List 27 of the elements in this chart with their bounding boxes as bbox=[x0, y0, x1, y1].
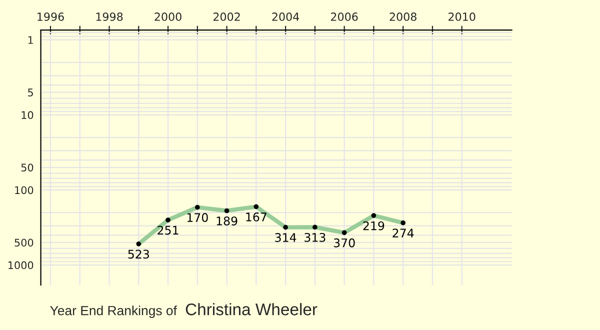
data-label: 167 bbox=[246, 212, 266, 222]
y-tick-label: 1000 bbox=[8, 261, 34, 270]
text: Year End Rankings of bbox=[50, 306, 177, 318]
y-tick-label: 5 bbox=[28, 88, 33, 96]
x-tick-label: 2000 bbox=[154, 12, 182, 21]
data-label: 274 bbox=[392, 228, 414, 238]
x-tick-label: 2008 bbox=[390, 12, 416, 21]
data-label: 370 bbox=[334, 238, 355, 248]
x-tick-label: 1998 bbox=[96, 12, 123, 21]
y-tick-label: 1 bbox=[28, 36, 33, 44]
data-label: 219 bbox=[363, 221, 384, 230]
data-label: 170 bbox=[187, 213, 208, 222]
data-label: 251 bbox=[158, 226, 178, 235]
data-label: 313 bbox=[304, 232, 326, 242]
x-tick-label: 2002 bbox=[213, 12, 240, 21]
x-tick-label: 2010 bbox=[448, 12, 476, 21]
x-tick-label: 1996 bbox=[38, 12, 64, 21]
y-tick-label: 100 bbox=[15, 186, 34, 194]
y-tick-label: 10 bbox=[22, 111, 34, 120]
x-tick-label: 2004 bbox=[272, 12, 300, 21]
y-tick-label: 500 bbox=[14, 238, 34, 247]
x-tick-label: 2006 bbox=[330, 12, 358, 21]
data-label: 189 bbox=[216, 216, 238, 226]
y-tick-label: 50 bbox=[21, 164, 34, 172]
data-label: 523 bbox=[128, 250, 149, 259]
data-label: 314 bbox=[275, 233, 296, 242]
text: Christina Wheeler bbox=[186, 303, 318, 316]
